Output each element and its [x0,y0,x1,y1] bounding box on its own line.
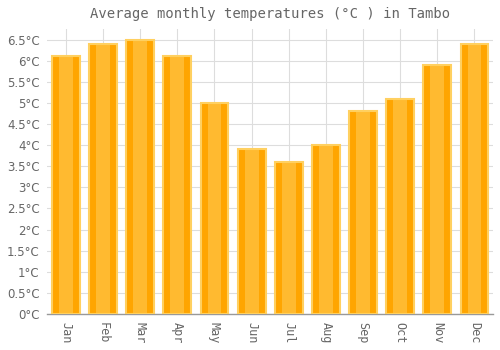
Bar [424,65,452,314]
Bar [282,162,296,314]
Bar [133,40,147,314]
Bar [126,40,154,314]
Bar [430,65,444,314]
Bar [59,56,73,314]
Bar [89,44,117,314]
Bar [244,149,258,314]
Bar [275,162,302,314]
Bar [52,56,80,314]
Bar [238,149,266,314]
Bar [356,111,370,314]
Bar [208,103,222,314]
Bar [164,56,192,314]
Bar [393,99,407,314]
Bar [170,56,184,314]
Bar [312,145,340,314]
Title: Average monthly temperatures (°C ) in Tambo: Average monthly temperatures (°C ) in Ta… [90,7,451,21]
Bar [386,99,414,314]
Bar [460,44,488,314]
Bar [468,44,481,314]
Bar [319,145,333,314]
Bar [200,103,228,314]
Bar [96,44,110,314]
Bar [349,111,377,314]
